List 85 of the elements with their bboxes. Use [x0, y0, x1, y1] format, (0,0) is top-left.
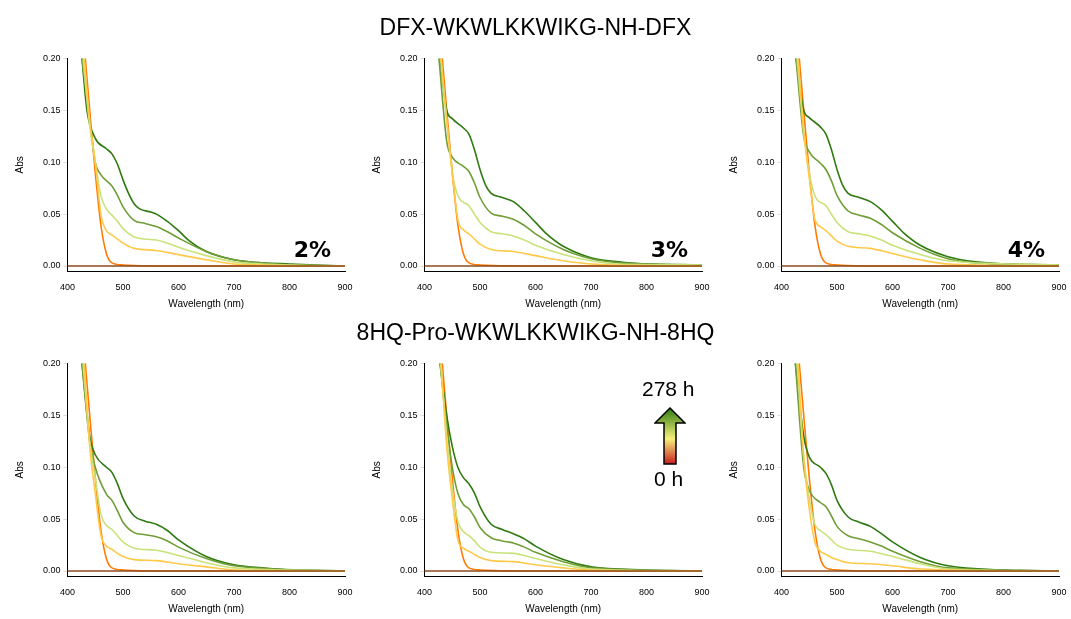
x-tick-label: 400 [417, 587, 433, 598]
x-tick-label: 500 [472, 587, 488, 598]
y-tick-label: 0.10 [756, 156, 775, 167]
x-axis-title: Wavelength (nm) [882, 297, 959, 309]
x-tick-label: 600 [170, 587, 187, 598]
x-tick-label: 700 [583, 282, 599, 293]
x-tick-label: 400 [60, 282, 76, 293]
y-tick-label: 0.15 [42, 104, 61, 115]
x-tick-label: 400 [774, 587, 790, 598]
y-tick-label: 0.00 [42, 565, 61, 576]
y-axis-title: Abs [370, 156, 382, 174]
y-tick-label: 0.00 [756, 260, 775, 271]
chart-title: DFX-WKWLKKWIKG-NH-DFX [378, 14, 693, 41]
x-tick-label: 900 [337, 587, 353, 598]
x-tick-label: 600 [170, 282, 187, 293]
y-tick-label: 0.10 [42, 461, 61, 472]
x-tick-label: 600 [884, 587, 901, 598]
y-tick-label: 0.10 [756, 461, 775, 472]
x-tick-label: 500 [472, 282, 488, 293]
y-tick-label: 0.05 [756, 208, 775, 219]
y-tick-label: 0.10 [42, 156, 61, 167]
y-tick-label: 0.20 [399, 357, 418, 368]
x-tick-label: 700 [226, 587, 242, 598]
y-tick-label: 0.10 [399, 156, 418, 167]
x-tick-label: 800 [638, 282, 655, 293]
x-tick-label: 500 [829, 282, 845, 293]
x-axis-title: Wavelength (nm) [525, 297, 602, 309]
x-tick-label: 400 [774, 282, 790, 293]
x-tick-label: 700 [940, 587, 956, 598]
y-tick-label: 0.10 [399, 461, 418, 472]
y-tick-label: 0.00 [399, 260, 418, 271]
x-tick-label: 500 [115, 587, 131, 598]
x-tick-label: 500 [829, 587, 845, 598]
annotation: 278 h [642, 377, 695, 401]
x-axis-title: Wavelength (nm) [882, 602, 959, 614]
x-tick-label: 900 [1051, 587, 1067, 598]
chart-title: 8HQ-Pro-WKWLKKWIKG-NH-8HQ [355, 319, 716, 346]
y-axis-title: Abs [727, 461, 739, 479]
y-tick-label: 0.20 [42, 52, 61, 63]
x-tick-label: 900 [337, 282, 353, 293]
y-tick-label: 0.05 [756, 513, 775, 524]
y-tick-label: 0.20 [399, 52, 418, 63]
x-tick-label: 600 [527, 282, 544, 293]
x-tick-label: 700 [226, 282, 242, 293]
x-tick-label: 600 [527, 587, 544, 598]
y-tick-label: 0.20 [756, 52, 775, 63]
annotation: 3% [650, 237, 688, 263]
x-tick-label: 800 [638, 587, 655, 598]
x-axis-title: Wavelength (nm) [168, 602, 245, 614]
x-tick-label: 400 [60, 587, 76, 598]
y-axis-title: Abs [13, 156, 25, 174]
y-tick-label: 0.20 [756, 357, 775, 368]
y-axis-title: Abs [370, 461, 382, 479]
annotation: 0 h [654, 467, 684, 491]
x-tick-label: 800 [995, 587, 1012, 598]
y-tick-label: 0.15 [756, 104, 775, 115]
x-tick-label: 800 [995, 282, 1012, 293]
y-tick-label: 0.05 [399, 513, 418, 524]
x-tick-label: 700 [583, 587, 599, 598]
annotation: 2% [293, 237, 331, 263]
y-tick-label: 0.00 [42, 260, 61, 271]
y-tick-label: 0.05 [399, 208, 418, 219]
y-tick-label: 0.05 [42, 513, 61, 524]
x-tick-label: 900 [694, 282, 710, 293]
x-tick-label: 900 [694, 587, 710, 598]
x-tick-label: 800 [281, 282, 298, 293]
x-tick-label: 900 [1051, 282, 1067, 293]
y-tick-label: 0.00 [756, 565, 775, 576]
x-axis-title: Wavelength (nm) [168, 297, 245, 309]
x-tick-label: 800 [281, 587, 298, 598]
y-tick-label: 0.20 [42, 357, 61, 368]
x-tick-label: 700 [940, 282, 956, 293]
y-tick-label: 0.15 [399, 409, 418, 420]
y-axis-title: Abs [727, 156, 739, 174]
annotation: 4% [1007, 237, 1045, 263]
y-tick-label: 0.15 [399, 104, 418, 115]
y-tick-label: 0.00 [399, 565, 418, 576]
x-tick-label: 500 [115, 282, 131, 293]
y-tick-label: 0.15 [42, 409, 61, 420]
y-tick-label: 0.05 [42, 208, 61, 219]
x-tick-label: 400 [417, 282, 433, 293]
x-tick-label: 600 [884, 282, 901, 293]
y-tick-label: 0.15 [756, 409, 775, 420]
y-axis-title: Abs [13, 461, 25, 479]
x-axis-title: Wavelength (nm) [525, 602, 602, 614]
